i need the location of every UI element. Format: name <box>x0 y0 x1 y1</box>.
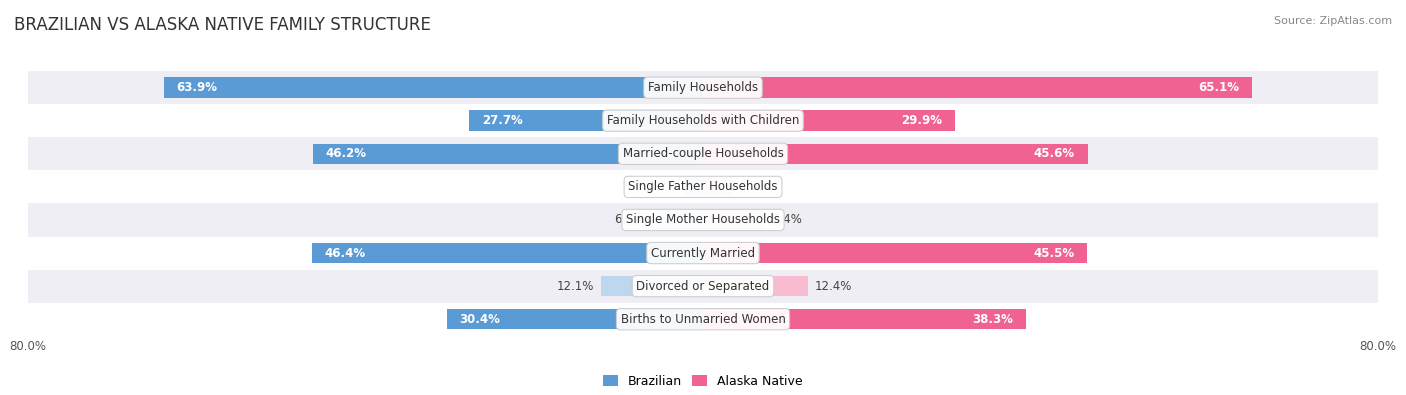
Bar <box>28 237 1378 269</box>
Bar <box>470 111 703 131</box>
Text: 12.1%: 12.1% <box>557 280 595 293</box>
Text: 45.5%: 45.5% <box>1033 246 1074 260</box>
Text: 12.4%: 12.4% <box>814 280 852 293</box>
Legend: Brazilian, Alaska Native: Brazilian, Alaska Native <box>603 375 803 388</box>
Text: 27.7%: 27.7% <box>482 114 523 127</box>
Bar <box>28 71 1378 104</box>
Text: BRAZILIAN VS ALASKA NATIVE FAMILY STRUCTURE: BRAZILIAN VS ALASKA NATIVE FAMILY STRUCT… <box>14 16 430 34</box>
Text: 2.2%: 2.2% <box>648 181 678 194</box>
Text: 29.9%: 29.9% <box>901 114 942 127</box>
Bar <box>651 210 703 230</box>
Bar <box>165 77 703 98</box>
Bar <box>28 203 1378 237</box>
Text: 46.2%: 46.2% <box>326 147 367 160</box>
Bar <box>703 143 1088 164</box>
Text: 45.6%: 45.6% <box>1033 147 1076 160</box>
Bar <box>447 309 703 329</box>
Text: 46.4%: 46.4% <box>325 246 366 260</box>
Text: Births to Unmarried Women: Births to Unmarried Women <box>620 313 786 326</box>
Bar <box>703 309 1026 329</box>
Text: Currently Married: Currently Married <box>651 246 755 260</box>
Bar <box>312 243 703 263</box>
Text: 3.5%: 3.5% <box>740 181 769 194</box>
Bar <box>28 104 1378 137</box>
Bar <box>314 143 703 164</box>
Bar <box>703 210 765 230</box>
Text: Married-couple Households: Married-couple Households <box>623 147 783 160</box>
Text: Divorced or Separated: Divorced or Separated <box>637 280 769 293</box>
Text: 7.4%: 7.4% <box>772 213 801 226</box>
Bar <box>28 170 1378 203</box>
Text: 63.9%: 63.9% <box>177 81 218 94</box>
Bar <box>600 276 703 296</box>
Text: 38.3%: 38.3% <box>973 313 1014 326</box>
Bar <box>685 177 703 197</box>
Bar <box>703 77 1253 98</box>
Bar <box>28 303 1378 336</box>
Bar <box>703 243 1087 263</box>
Text: Single Mother Households: Single Mother Households <box>626 213 780 226</box>
Text: 6.2%: 6.2% <box>614 213 644 226</box>
Text: 30.4%: 30.4% <box>460 313 501 326</box>
Bar <box>703 111 955 131</box>
Text: Source: ZipAtlas.com: Source: ZipAtlas.com <box>1274 16 1392 26</box>
Text: Family Households: Family Households <box>648 81 758 94</box>
Bar <box>703 276 807 296</box>
Bar <box>28 137 1378 170</box>
Text: Family Households with Children: Family Households with Children <box>607 114 799 127</box>
Bar <box>28 269 1378 303</box>
Bar <box>703 177 733 197</box>
Text: 65.1%: 65.1% <box>1198 81 1240 94</box>
Text: Single Father Households: Single Father Households <box>628 181 778 194</box>
